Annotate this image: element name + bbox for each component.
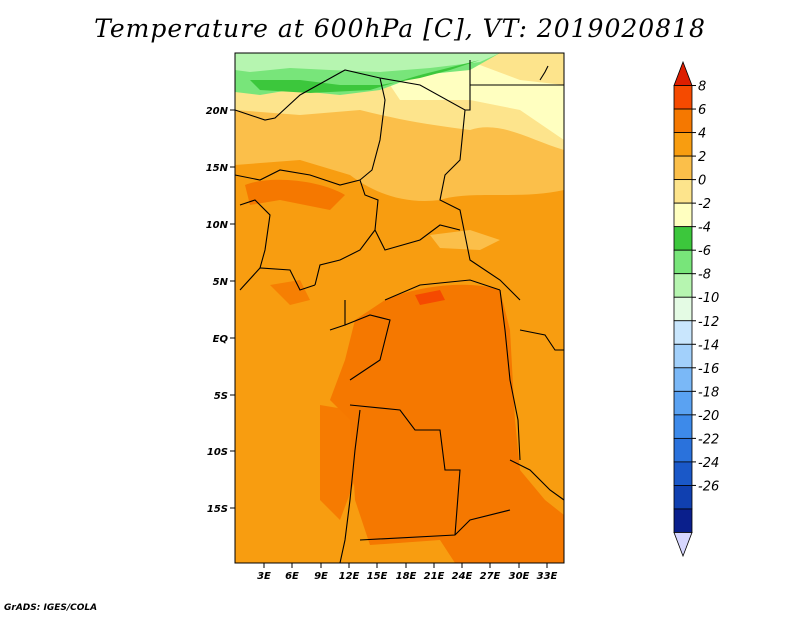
latitude-labels: 20N 15N 10N 5N EQ 5S 10S 15S <box>206 106 229 515</box>
colorbar-swatch <box>673 461 693 486</box>
lon-label: 33E <box>537 571 558 582</box>
colorbar-swatch <box>673 532 693 558</box>
colorbar-label: -2 <box>698 197 711 212</box>
colorbar-swatch <box>673 485 693 510</box>
colorbar-swatch <box>673 367 693 392</box>
colorbar-swatch <box>673 390 693 416</box>
lat-label: 5N <box>213 277 229 288</box>
colorbar-swatch <box>673 437 693 463</box>
colorbar-label: -8 <box>698 268 711 283</box>
colorbar-swatch <box>673 202 693 228</box>
temperature-field <box>235 53 564 563</box>
lat-label: 10S <box>207 447 228 458</box>
colorbar-swatch <box>673 273 693 298</box>
colorbar-label: -16 <box>698 362 719 377</box>
lon-label: 18E <box>396 571 417 582</box>
colorbar-swatch <box>673 296 693 322</box>
colorbar-label: -14 <box>698 338 719 353</box>
colorbar-label: 4 <box>698 127 706 142</box>
colorbar-label: -12 <box>698 315 719 330</box>
colorbar-label: -4 <box>698 221 711 236</box>
colorbar-label: 0 <box>698 174 706 189</box>
colorbar-label: -20 <box>698 409 719 424</box>
lat-label: 10N <box>206 220 229 231</box>
colorbar-labels: 8 6 4 2 0 -2 -4 -6 -8 -10 -12 -14 -16 -18 -20 -22 -24 -26 <box>692 80 719 494</box>
latitude-ticks <box>230 109 235 509</box>
lon-label: 9E <box>314 571 328 582</box>
lon-label: 15E <box>367 571 388 582</box>
longitude-ticks <box>263 563 548 568</box>
colorbar-swatch <box>673 508 693 533</box>
colorbar-label: -10 <box>698 291 719 306</box>
colorbar-label: -26 <box>698 479 719 494</box>
lon-label: 30E <box>509 571 530 582</box>
lat-label: 15S <box>207 504 228 515</box>
lon-label: 27E <box>480 571 501 582</box>
lon-label: 21E <box>424 571 445 582</box>
colorbar-label: -6 <box>698 244 711 259</box>
colorbar-swatch <box>673 179 693 204</box>
colorbar-swatch <box>673 60 693 86</box>
colorbar-swatch <box>673 414 693 439</box>
map-title: Temperature at 600hPa [C], VT: 201902081… <box>94 14 706 43</box>
colorbar-label: -24 <box>698 456 719 471</box>
lat-label: 20N <box>206 106 229 117</box>
colorbar-swatch <box>673 132 693 157</box>
colorbar-label: 2 <box>698 150 706 165</box>
grads-credit: GrADS: IGES/COLA <box>4 603 98 613</box>
lon-label: 24E <box>452 571 473 582</box>
colorbar-swatch <box>673 249 693 275</box>
map-frame <box>234 52 565 564</box>
colorbar-swatch <box>673 226 693 251</box>
lat-label: EQ <box>213 334 229 345</box>
colorbar-swatch <box>673 85 693 110</box>
colorbar-label: -18 <box>698 385 719 400</box>
lat-label: 15N <box>206 163 229 174</box>
lon-label: 6E <box>285 571 299 582</box>
country-borders <box>234 60 565 564</box>
colorbar-swatch <box>673 108 693 133</box>
colorbar-swatch <box>673 343 693 369</box>
colorbar-swatch <box>673 320 693 345</box>
colorbar-label: 8 <box>698 80 706 95</box>
colorbar-label: -22 <box>698 432 719 447</box>
colorbar-swatch <box>673 155 693 181</box>
lon-label: 3E <box>257 571 271 582</box>
lon-label: 12E <box>339 571 360 582</box>
longitude-labels: 3E 6E 9E 12E 15E 18E 21E 24E 27E 30E 33E <box>257 571 557 582</box>
colorbar-swatches <box>673 60 693 558</box>
lat-label: 5S <box>214 391 228 402</box>
colorbar-label: 6 <box>698 103 706 118</box>
